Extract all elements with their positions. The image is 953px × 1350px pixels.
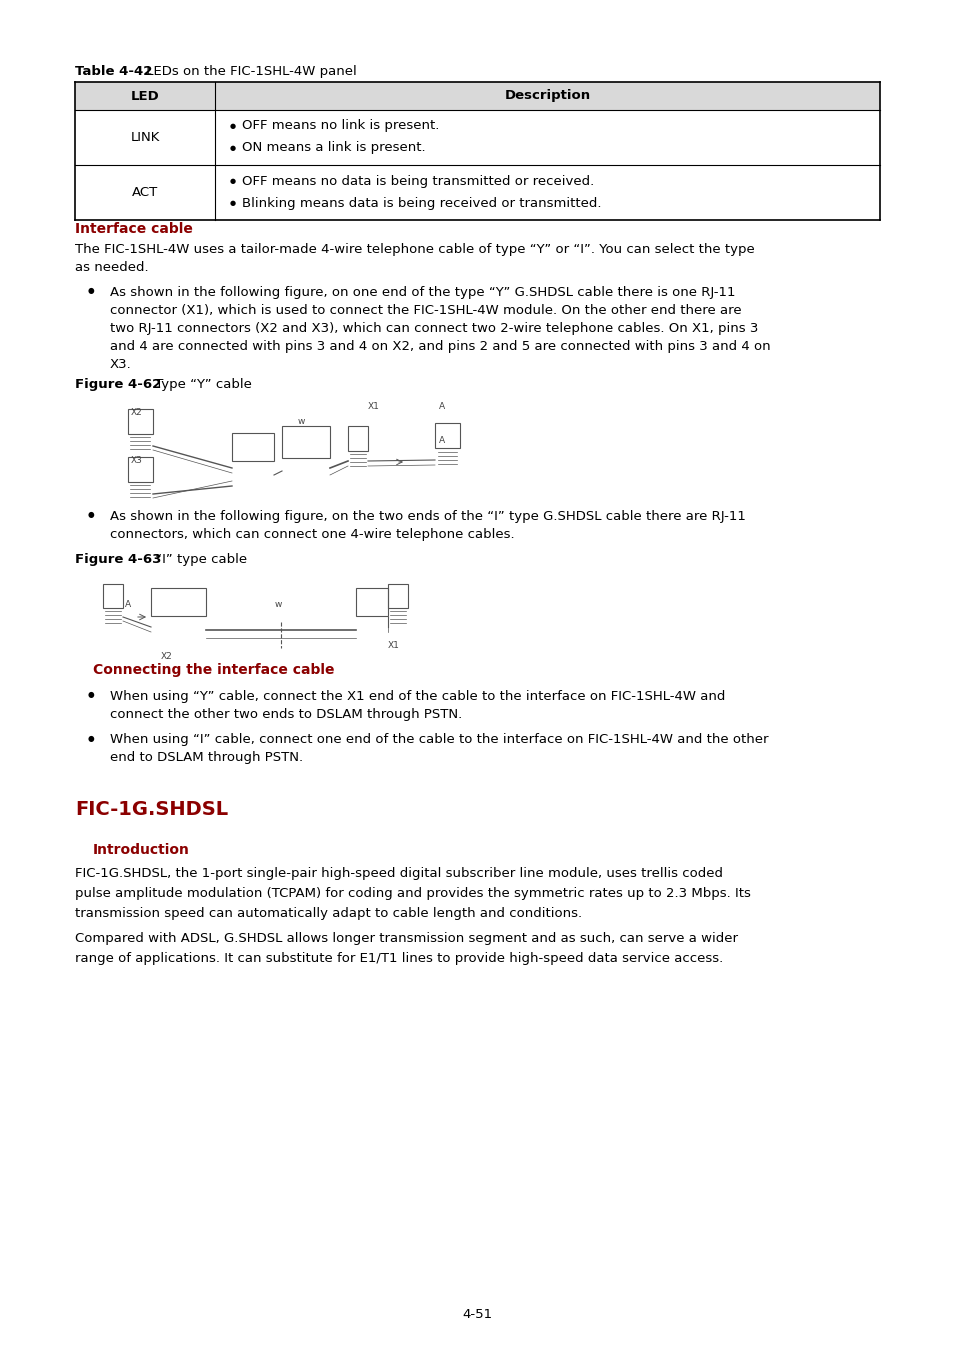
Text: end to DSLAM through PSTN.: end to DSLAM through PSTN. bbox=[110, 751, 303, 764]
Bar bbox=[232, 433, 274, 460]
Text: The FIC-1SHL-4W uses a tailor-made 4-wire telephone cable of type “Y” or “I”. Yo: The FIC-1SHL-4W uses a tailor-made 4-wir… bbox=[75, 243, 754, 256]
Text: as needed.: as needed. bbox=[75, 261, 149, 274]
Text: Table 4-42: Table 4-42 bbox=[75, 65, 152, 78]
Text: ACT: ACT bbox=[132, 186, 158, 198]
Bar bbox=[128, 458, 152, 482]
Text: Introduction: Introduction bbox=[92, 842, 190, 857]
Text: OFF means no link is present.: OFF means no link is present. bbox=[242, 120, 439, 132]
Text: ●: ● bbox=[88, 733, 94, 743]
Bar bbox=[388, 585, 408, 608]
Text: As shown in the following figure, on the two ends of the “I” type G.SHDSL cable : As shown in the following figure, on the… bbox=[110, 510, 745, 522]
Text: LED: LED bbox=[131, 89, 159, 103]
Bar bbox=[128, 409, 152, 433]
Text: connect the other two ends to DSLAM through PSTN.: connect the other two ends to DSLAM thro… bbox=[110, 707, 462, 721]
Text: A: A bbox=[438, 436, 445, 446]
Bar bbox=[103, 585, 123, 608]
Bar bbox=[348, 427, 368, 451]
Bar bbox=[282, 427, 330, 458]
Text: 4-51: 4-51 bbox=[461, 1308, 492, 1322]
Text: Type “Y” cable: Type “Y” cable bbox=[151, 378, 252, 392]
Text: Compared with ADSL, G.SHDSL allows longer transmission segment and as such, can : Compared with ADSL, G.SHDSL allows longe… bbox=[75, 931, 738, 945]
Text: X3.: X3. bbox=[110, 358, 132, 371]
Bar bbox=[151, 589, 206, 616]
Text: ●: ● bbox=[88, 510, 94, 520]
Text: When using “I” cable, connect one end of the cable to the interface on FIC-1SHL-: When using “I” cable, connect one end of… bbox=[110, 733, 768, 747]
Text: Connecting the interface cable: Connecting the interface cable bbox=[92, 663, 335, 676]
Text: w: w bbox=[297, 417, 305, 427]
Text: ON means a link is present.: ON means a link is present. bbox=[242, 142, 425, 154]
Text: Figure 4-62: Figure 4-62 bbox=[75, 378, 161, 392]
Text: ●: ● bbox=[88, 690, 94, 699]
Text: X3: X3 bbox=[131, 456, 143, 464]
Text: and 4 are connected with pins 3 and 4 on X2, and pins 2 and 5 are connected with: and 4 are connected with pins 3 and 4 on… bbox=[110, 340, 770, 352]
Text: FIC-1G.SHDSL, the 1-port single-pair high-speed digital subscriber line module, : FIC-1G.SHDSL, the 1-port single-pair hig… bbox=[75, 867, 722, 880]
Text: connector (X1), which is used to connect the FIC-1SHL-4W module. On the other en: connector (X1), which is used to connect… bbox=[110, 304, 740, 317]
Text: w: w bbox=[274, 599, 282, 609]
Text: ●: ● bbox=[230, 123, 236, 130]
Text: Figure 4-63: Figure 4-63 bbox=[75, 554, 161, 566]
Text: X1: X1 bbox=[368, 402, 379, 410]
Text: As shown in the following figure, on one end of the type “Y” G.SHDSL cable there: As shown in the following figure, on one… bbox=[110, 286, 735, 298]
Text: OFF means no data is being transmitted or received.: OFF means no data is being transmitted o… bbox=[242, 174, 594, 188]
Bar bbox=[355, 589, 388, 616]
Bar bbox=[75, 82, 879, 109]
Text: ●: ● bbox=[230, 144, 236, 151]
Text: A: A bbox=[125, 599, 131, 609]
Text: connectors, which can connect one 4-wire telephone cables.: connectors, which can connect one 4-wire… bbox=[110, 528, 514, 541]
Text: X2: X2 bbox=[161, 652, 172, 662]
Bar bbox=[435, 423, 459, 448]
Text: When using “Y” cable, connect the X1 end of the cable to the interface on FIC-1S: When using “Y” cable, connect the X1 end… bbox=[110, 690, 724, 703]
Text: “I” type cable: “I” type cable bbox=[151, 554, 247, 566]
Text: transmission speed can automatically adapt to cable length and conditions.: transmission speed can automatically ada… bbox=[75, 907, 581, 919]
Text: pulse amplitude modulation (TCPAM) for coding and provides the symmetric rates u: pulse amplitude modulation (TCPAM) for c… bbox=[75, 887, 750, 900]
Text: ●: ● bbox=[230, 178, 236, 184]
Text: A: A bbox=[438, 402, 445, 410]
Text: X1: X1 bbox=[388, 641, 399, 649]
Text: Description: Description bbox=[504, 89, 590, 103]
Text: X2: X2 bbox=[131, 408, 143, 417]
Text: LEDs on the FIC-1SHL-4W panel: LEDs on the FIC-1SHL-4W panel bbox=[142, 65, 356, 78]
Text: range of applications. It can substitute for E1/T1 lines to provide high-speed d: range of applications. It can substitute… bbox=[75, 952, 722, 965]
Text: FIC-1G.SHDSL: FIC-1G.SHDSL bbox=[75, 801, 228, 819]
Text: Blinking means data is being received or transmitted.: Blinking means data is being received or… bbox=[242, 197, 601, 209]
Text: ●: ● bbox=[230, 200, 236, 207]
Text: LINK: LINK bbox=[131, 131, 159, 144]
Text: two RJ-11 connectors (X2 and X3), which can connect two 2-wire telephone cables.: two RJ-11 connectors (X2 and X3), which … bbox=[110, 323, 758, 335]
Text: Interface cable: Interface cable bbox=[75, 221, 193, 236]
Text: ●: ● bbox=[88, 286, 94, 296]
